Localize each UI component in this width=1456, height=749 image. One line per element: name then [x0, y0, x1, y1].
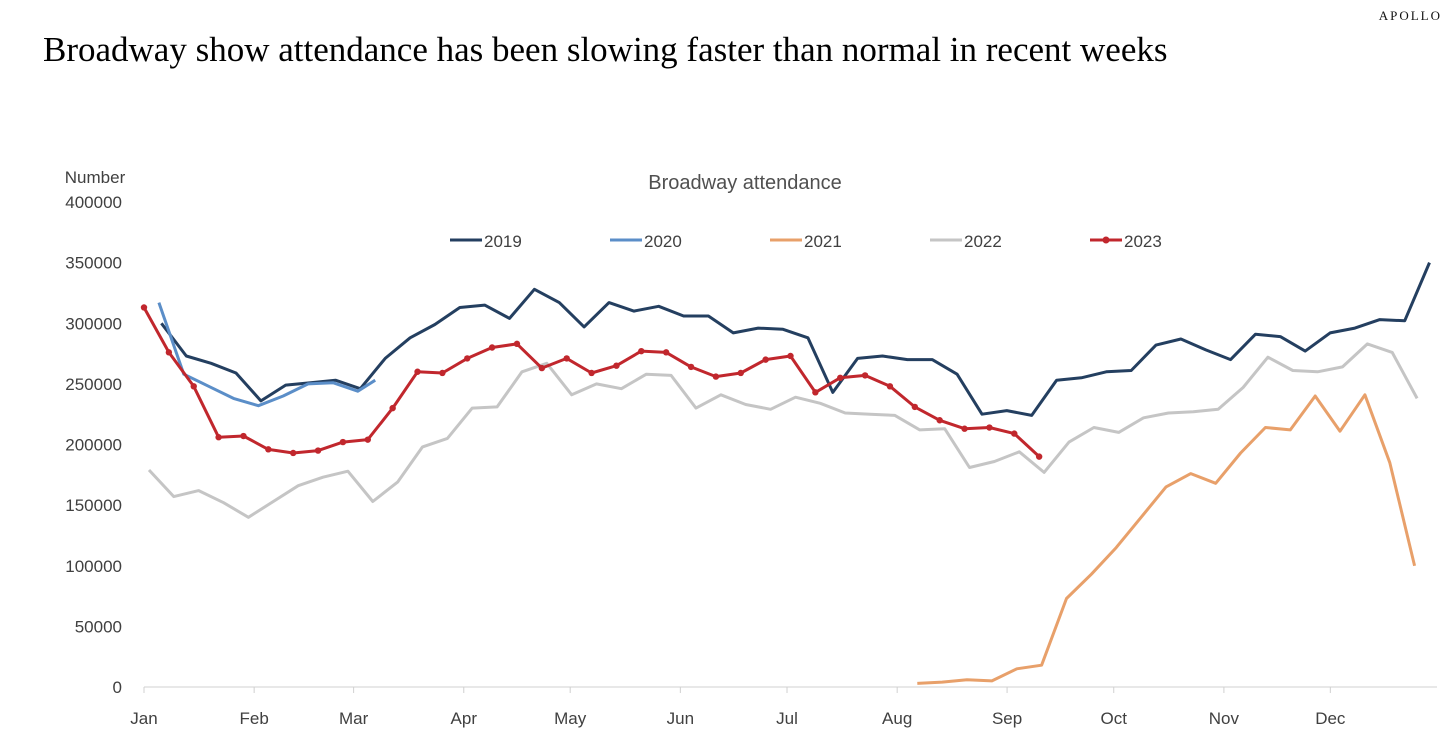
y-tick-label: 400000: [65, 193, 122, 212]
x-tick-label: Aug: [882, 709, 912, 728]
x-tick-label: Jul: [776, 709, 798, 728]
series-2020: [157, 302, 377, 408]
series-line-2021: [917, 393, 1417, 685]
x-tick-label: May: [554, 709, 587, 728]
data-point-2023: [190, 383, 197, 390]
y-axis-ticks: 0 50000 100000 150000 200000 250000 300000 3500…: [65, 193, 122, 697]
page-headline: Broadway show attendance has been slowin…: [43, 30, 1168, 69]
data-point-2023: [314, 447, 322, 454]
y-tick-label: 150000: [65, 496, 122, 515]
series-line-2022: [147, 342, 1419, 519]
x-tick-label: Sep: [992, 709, 1022, 728]
y-tick-label: 200000: [65, 436, 122, 455]
data-point-2023: [265, 446, 272, 453]
data-point-2023: [289, 449, 297, 457]
data-point-2023: [1035, 453, 1043, 460]
chart-title: Broadway attendance: [648, 172, 841, 194]
data-point-2023: [165, 349, 173, 356]
data-point-2023: [389, 404, 396, 412]
data-point-2023: [737, 369, 744, 377]
data-point-2023: [787, 352, 794, 360]
data-point-2023: [563, 355, 570, 362]
series-line-2023: [142, 306, 1041, 458]
legend-label: 2019: [484, 232, 522, 251]
x-tick-label: Dec: [1315, 709, 1346, 728]
legend-label: 2021: [804, 232, 842, 251]
data-point-2023: [364, 436, 371, 443]
x-axis: Jan Feb Mar Apr May Jun Jul Aug Sep Oct Nov Dec: [130, 686, 1437, 728]
x-tick-label: Mar: [339, 709, 369, 728]
series-2021: [917, 393, 1417, 685]
x-tick-label: Jan: [130, 709, 157, 728]
data-point-2023: [986, 424, 993, 431]
data-point-2023: [911, 403, 919, 411]
y-tick-label: 0: [113, 678, 122, 697]
legend-item-2020: 2020: [610, 232, 682, 251]
data-point-2023: [1011, 430, 1018, 437]
legend-item-2021: 2021: [770, 232, 842, 251]
legend-marker: [1102, 236, 1110, 244]
y-tick-label: 350000: [65, 254, 122, 273]
series-2019: [160, 262, 1431, 417]
data-point-2023: [961, 425, 968, 432]
data-point-2023: [414, 368, 421, 375]
legend-item-2023: 2023: [1090, 232, 1162, 251]
data-point-2023: [812, 389, 819, 396]
legend-label: 2023: [1124, 232, 1162, 251]
data-point-2023: [588, 369, 595, 377]
data-point-2023: [638, 347, 645, 355]
y-tick-label: 100000: [65, 557, 122, 576]
data-point-2023: [837, 374, 844, 382]
x-tick-label: Oct: [1101, 709, 1128, 728]
series-line-2020: [157, 302, 377, 408]
legend-item-2019: 2019: [450, 232, 522, 251]
data-point-2023: [339, 438, 347, 446]
data-point-2023: [886, 383, 894, 390]
data-point-2023: [762, 356, 769, 363]
data-point-2023: [215, 434, 222, 441]
data-point-2023: [538, 364, 546, 372]
y-axis-label: Number: [65, 168, 126, 187]
data-point-2023: [439, 369, 446, 377]
y-tick-label: 50000: [75, 617, 122, 636]
series-line-2019: [160, 262, 1431, 417]
data-point-2023: [613, 362, 620, 369]
x-tick-label: Nov: [1209, 709, 1240, 728]
x-tick-label: Jun: [667, 709, 694, 728]
legend-item-2022: 2022: [930, 232, 1002, 251]
data-point-2023: [464, 355, 471, 362]
data-point-2023: [712, 373, 720, 380]
data-point-2023: [140, 304, 148, 311]
data-point-2023: [513, 340, 521, 348]
data-point-2023: [488, 344, 496, 351]
data-point-2023: [240, 432, 247, 440]
x-tick-label: Apr: [451, 709, 478, 728]
legend-label: 2022: [964, 232, 1002, 251]
data-point-2023: [936, 417, 943, 424]
data-point-2023: [687, 363, 695, 371]
brand-logo: APOLLO: [1378, 8, 1442, 23]
series-2022: [147, 342, 1419, 519]
series-2023: [140, 304, 1043, 460]
x-tick-label: Feb: [240, 709, 269, 728]
legend-label: 2020: [644, 232, 682, 251]
series-layer: [140, 262, 1431, 685]
data-point-2023: [662, 349, 670, 356]
y-tick-label: 250000: [65, 375, 122, 394]
chart-legend: 2019 2020 2021 2022 2023: [450, 232, 1162, 251]
y-tick-label: 300000: [65, 314, 122, 333]
data-point-2023: [861, 372, 869, 379]
